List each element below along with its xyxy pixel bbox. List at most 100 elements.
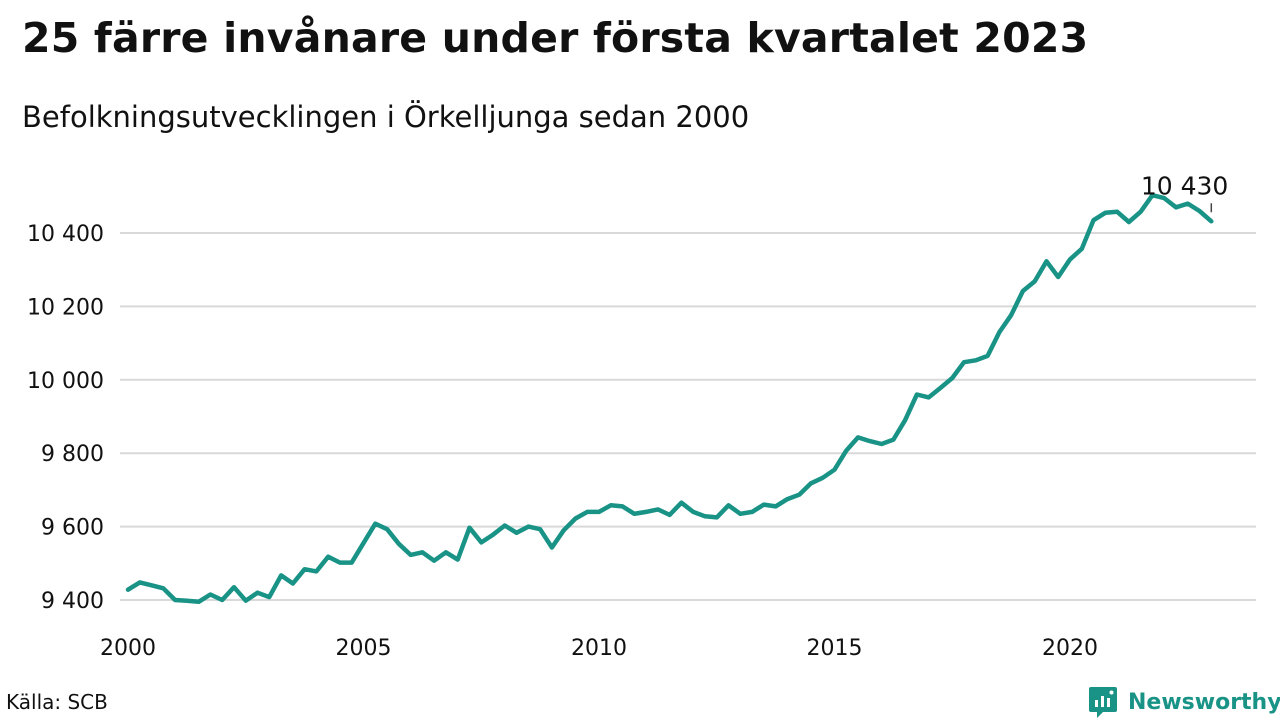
data-point xyxy=(267,595,271,599)
data-point xyxy=(138,580,142,584)
data-point xyxy=(738,512,742,516)
data-point xyxy=(1209,219,1213,223)
data-point xyxy=(1021,289,1025,293)
data-point xyxy=(950,376,954,380)
data-point xyxy=(491,533,495,537)
data-point xyxy=(938,386,942,390)
data-point xyxy=(691,510,695,514)
data-point xyxy=(150,583,154,587)
data-point xyxy=(1080,247,1084,251)
y-tick-label: 10 400 xyxy=(27,222,104,247)
data-point xyxy=(409,553,413,557)
data-point xyxy=(844,449,848,453)
data-point xyxy=(291,581,295,585)
data-point xyxy=(197,600,201,604)
y-tick-label: 9 600 xyxy=(41,516,104,541)
data-point xyxy=(703,514,707,518)
data-point xyxy=(432,559,436,563)
data-point xyxy=(503,523,507,527)
data-point xyxy=(797,493,801,497)
data-point xyxy=(727,503,731,507)
data-point xyxy=(632,512,636,516)
data-point xyxy=(750,510,754,514)
series-layer xyxy=(125,192,1214,605)
data-point xyxy=(762,503,766,507)
data-point xyxy=(456,558,460,562)
line-chart: 9 400 9 600 9 800 10 000 10 200 10 400 2000 20… xyxy=(27,171,1256,661)
data-point xyxy=(350,561,354,565)
data-point xyxy=(821,476,825,480)
data-point xyxy=(1009,313,1013,317)
data-point xyxy=(397,542,401,546)
data-point xyxy=(314,569,318,573)
brand-logo[interactable]: Newsworthy xyxy=(1088,685,1280,719)
data-point xyxy=(986,354,990,358)
data-point xyxy=(326,555,330,559)
data-point xyxy=(220,598,224,602)
gridlines xyxy=(120,232,1256,601)
series-line xyxy=(125,192,1214,605)
data-point xyxy=(1127,220,1131,224)
data-point xyxy=(715,515,719,519)
data-point xyxy=(161,586,165,590)
data-point xyxy=(927,395,931,399)
y-tick-label: 9 800 xyxy=(41,442,104,467)
data-point xyxy=(585,510,589,514)
data-point xyxy=(656,507,660,511)
data-point xyxy=(644,510,648,514)
x-tick-label: 2005 xyxy=(336,636,392,661)
data-point xyxy=(467,526,471,530)
data-point xyxy=(562,528,566,532)
data-point xyxy=(256,591,260,595)
data-point xyxy=(597,510,601,514)
data-point xyxy=(1056,275,1060,279)
data-point xyxy=(244,599,248,603)
data-point xyxy=(385,527,389,531)
brand-name: Newsworthy xyxy=(1128,689,1280,715)
data-point xyxy=(833,468,837,472)
data-point xyxy=(868,439,872,443)
data-point xyxy=(621,504,625,508)
x-tick-label: 2010 xyxy=(571,636,627,661)
y-axis-tick-labels: 9 400 9 600 9 800 10 000 10 200 10 400 xyxy=(27,222,104,614)
data-point xyxy=(173,598,177,602)
data-point xyxy=(880,442,884,446)
data-point xyxy=(1186,202,1190,206)
data-point xyxy=(974,358,978,362)
data-point xyxy=(444,550,448,554)
data-point xyxy=(679,501,683,505)
data-point xyxy=(609,503,613,507)
data-point xyxy=(1044,259,1048,263)
data-point xyxy=(338,561,342,565)
data-point xyxy=(420,550,424,554)
data-point xyxy=(856,435,860,439)
y-tick-label: 9 400 xyxy=(41,589,104,614)
data-point xyxy=(538,527,542,531)
data-point xyxy=(668,513,672,517)
data-point xyxy=(809,481,813,485)
x-axis-tick-labels: 2000 2005 2010 2015 2020 xyxy=(100,636,1098,661)
data-point xyxy=(1174,205,1178,209)
y-tick-label: 10 000 xyxy=(27,369,104,394)
data-point xyxy=(479,540,483,544)
x-tick-label: 2000 xyxy=(100,636,156,661)
data-point xyxy=(126,588,130,592)
data-point xyxy=(962,360,966,364)
data-point xyxy=(891,438,895,442)
data-point xyxy=(373,522,377,526)
newsworthy-logo-icon xyxy=(1089,687,1117,718)
data-point xyxy=(1068,257,1072,261)
data-point xyxy=(1115,210,1119,214)
data-point xyxy=(515,531,519,535)
data-point xyxy=(1033,279,1037,283)
data-point xyxy=(1139,210,1143,214)
chart-subtitle: Befolkningsutvecklingen i Örkelljunga se… xyxy=(22,100,750,134)
source-note: Källa: SCB xyxy=(6,690,108,714)
chart-title: 25 färre invånare under första kvartalet… xyxy=(22,14,1089,62)
data-point xyxy=(573,517,577,521)
data-point xyxy=(362,541,366,545)
data-point xyxy=(185,599,189,603)
y-tick-label: 10 200 xyxy=(27,295,104,320)
x-tick-label: 2020 xyxy=(1042,636,1098,661)
end-value-label: 10 430 xyxy=(1141,171,1228,200)
